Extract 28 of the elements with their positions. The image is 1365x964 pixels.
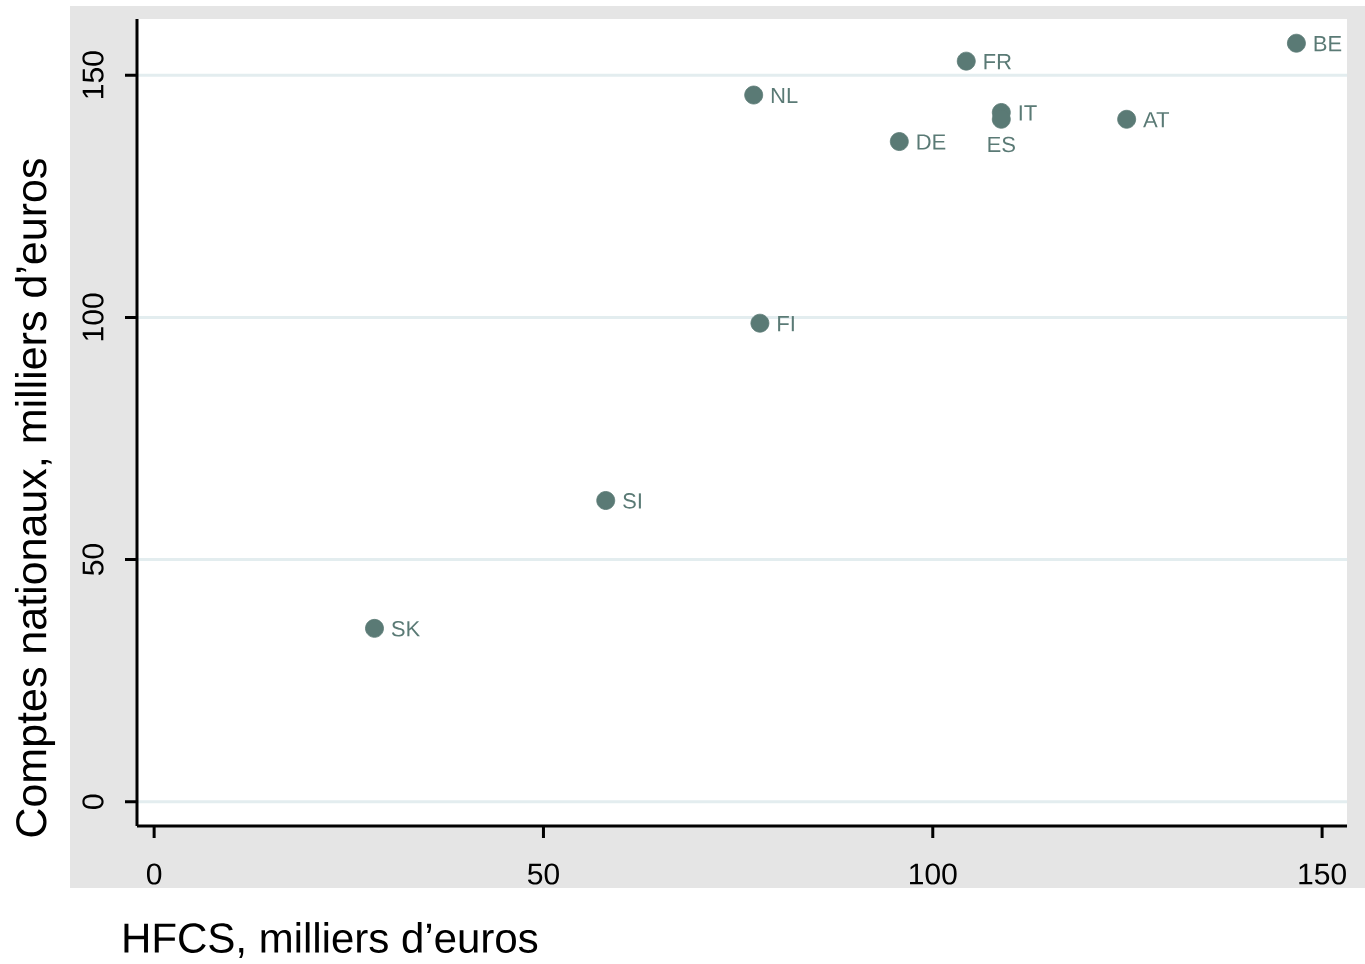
annotation: FR — [984, 54, 1011, 70]
point — [1287, 33, 1306, 53]
point — [750, 313, 770, 333]
y-tick-label: 50 — [82, 544, 104, 576]
annotation: NL — [771, 87, 798, 104]
point — [956, 51, 976, 71]
x-axis-title: HFCS, milliers d’euros — [124, 922, 538, 958]
annotation: BE — [1314, 36, 1342, 52]
annotation: SK — [391, 620, 420, 637]
annotation: AT — [1143, 112, 1170, 128]
annotation: SI — [623, 493, 641, 509]
y-tick-label: 100 — [82, 293, 104, 341]
x-tick-label: 0 — [146, 863, 162, 885]
point — [365, 618, 384, 638]
point — [1117, 109, 1137, 129]
annotation: ES — [988, 136, 1015, 153]
point — [596, 491, 616, 510]
annotation: FI — [778, 316, 794, 332]
y-axis-title: Comptes nationaux, milliers d’euros — [14, 159, 56, 837]
annotation: DE — [917, 134, 946, 150]
y-tick-label: 150 — [82, 51, 104, 98]
point — [744, 85, 764, 105]
y-tick-label: 0 — [82, 794, 104, 809]
x-tick-label: 50 — [527, 863, 559, 885]
x-tick-label: 100 — [910, 863, 957, 885]
annotation: IT — [1019, 105, 1037, 121]
point — [889, 132, 909, 151]
x-tick-label: 150 — [1299, 863, 1346, 885]
